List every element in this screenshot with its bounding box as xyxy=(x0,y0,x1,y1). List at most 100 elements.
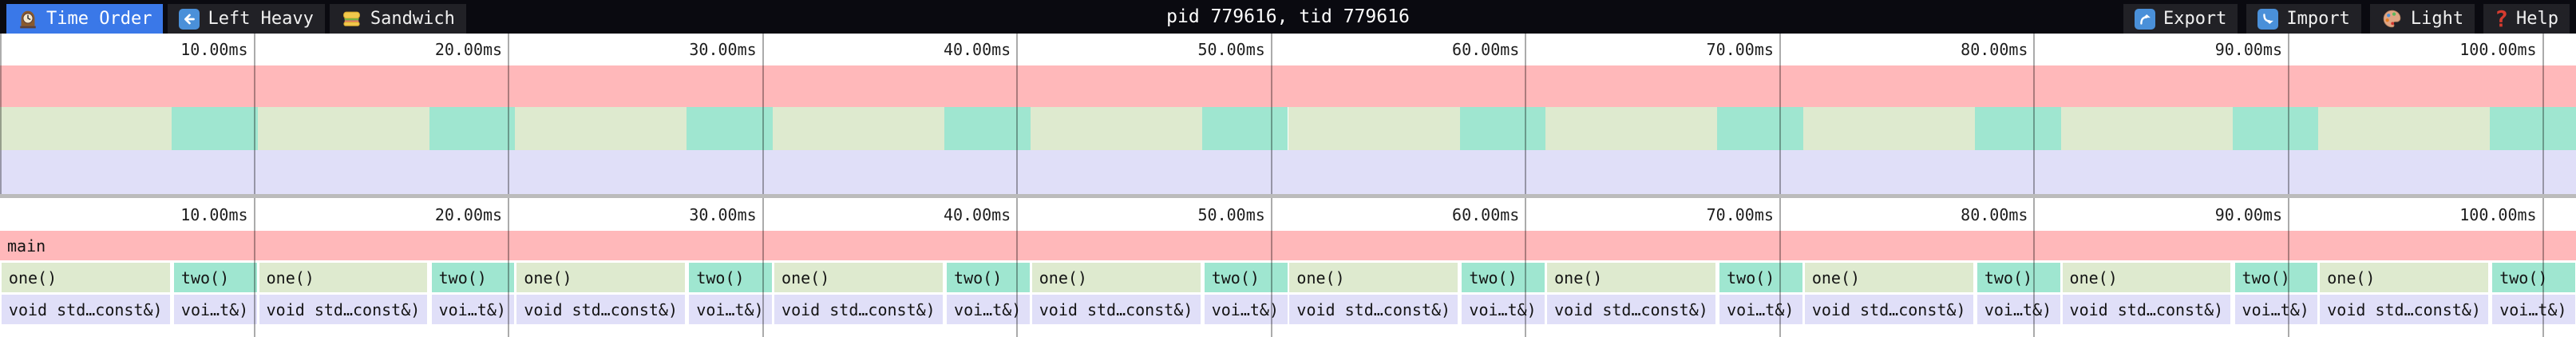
flame-frame-two[interactable]: two() xyxy=(1977,263,2060,292)
flame-frame-one-child[interactable]: void std…const&) xyxy=(1031,295,1201,324)
flame-frame-main[interactable]: main xyxy=(0,231,2576,260)
flame-frame-one[interactable]: one() xyxy=(774,263,943,292)
flame-frame-label: void std…const&) xyxy=(2069,299,2224,319)
import-icon xyxy=(2257,8,2279,30)
flame-frame-label: void std…const&) xyxy=(8,299,163,319)
toolbar-buttons: Export Import Light xyxy=(2123,4,2570,34)
minimap-frame-segment xyxy=(2060,107,2233,150)
help-button[interactable]: ? Help xyxy=(2483,4,2570,34)
flame-frame-two[interactable]: two() xyxy=(947,263,1030,292)
tab-time-order[interactable]: Time Order xyxy=(6,4,164,34)
flame-frame-one[interactable]: one() xyxy=(1804,263,1973,292)
tab-time-order-label: Time Order xyxy=(46,9,152,29)
flame-frame-label: voi…t&) xyxy=(438,299,506,319)
flame-frame-label: void std…const&) xyxy=(1296,299,1451,319)
flamechart-row-depth0: main xyxy=(0,231,2576,260)
flame-frame-one-child[interactable]: void std…const&) xyxy=(2062,295,2231,324)
flame-frame-one[interactable]: one() xyxy=(259,263,428,292)
tab-sandwich[interactable]: Sandwich xyxy=(329,4,466,34)
tab-sandwich-label: Sandwich xyxy=(370,9,455,29)
time-tick-label: 20.00ms xyxy=(434,204,503,224)
minimap-frame-segment xyxy=(1459,107,1546,150)
minimap-band-level3 xyxy=(0,150,2576,194)
minimap-frame-segment xyxy=(0,107,172,150)
flame-frame-two[interactable]: two() xyxy=(1204,263,1288,292)
time-tick-label: 60.00ms xyxy=(1452,204,1520,224)
flame-frame-two-child[interactable]: voi…t&) xyxy=(2234,295,2318,324)
minimap-frame-segment xyxy=(1288,107,1460,150)
flame-frame-label: void std…const&) xyxy=(266,299,421,319)
flame-frame-two-child[interactable]: voi…t&) xyxy=(2492,295,2576,324)
flame-frame-one[interactable]: one() xyxy=(1289,263,1458,292)
export-button[interactable]: Export xyxy=(2123,4,2238,34)
flame-frame-label: void std…const&) xyxy=(1554,299,1708,319)
flame-frame-two[interactable]: two() xyxy=(173,263,257,292)
flame-frame-label: voi…t&) xyxy=(1211,299,1280,319)
time-tick-label: 10.00ms xyxy=(180,204,248,224)
flame-frame-one[interactable]: one() xyxy=(1,263,170,292)
palette-icon xyxy=(2381,8,2403,30)
time-tick-label: 40.00ms xyxy=(943,40,1011,59)
flame-frame-two-child[interactable]: voi…t&) xyxy=(1204,295,1288,324)
minimap[interactable]: 10.00ms 20.00ms 30.00ms 40.00ms 50.00ms 60.00… xyxy=(0,34,2576,198)
flame-frame-two-child[interactable]: voi…t&) xyxy=(1719,295,1802,324)
flame-frame-one-child[interactable]: void std…const&) xyxy=(774,295,943,324)
time-tick-label: 10.00ms xyxy=(180,40,248,59)
flame-frame-label: void std…const&) xyxy=(2327,299,2481,319)
flame-frame-one-child[interactable]: void std…const&) xyxy=(2320,295,2489,324)
theme-toggle-button[interactable]: Light xyxy=(2369,4,2475,34)
minimap-frame-segment xyxy=(1717,107,1803,150)
flame-frame-one[interactable]: one() xyxy=(1031,263,1201,292)
import-button[interactable]: Import xyxy=(2246,4,2361,34)
flame-frame-label: void std…const&) xyxy=(782,299,936,319)
flame-frame-label: two() xyxy=(2499,268,2548,287)
flame-frame-one-child[interactable]: void std…const&) xyxy=(1,295,170,324)
flame-frame-two[interactable]: two() xyxy=(2234,263,2318,292)
flame-frame-one[interactable]: one() xyxy=(2062,263,2231,292)
flame-frame-two[interactable]: two() xyxy=(1462,263,1545,292)
flame-frame-one-child[interactable]: void std…const&) xyxy=(1289,295,1458,324)
flame-frame-two-child[interactable]: voi…t&) xyxy=(173,295,257,324)
minimap-frame-segment xyxy=(773,107,945,150)
flame-frame-two[interactable]: two() xyxy=(2492,263,2576,292)
minimap-frame-segment xyxy=(2232,107,2319,150)
flamechart-row-depth2: void std…const&) voi…t&) void std…const&) v… xyxy=(0,295,2576,324)
flame-frame-one-child[interactable]: void std…const&) xyxy=(1804,295,1973,324)
flame-frame-label: two() xyxy=(1469,268,1518,287)
flame-frame-one-child[interactable]: void std…const&) xyxy=(516,295,686,324)
flame-frame-label: one() xyxy=(2327,268,2376,287)
flame-frame-label: one() xyxy=(266,268,315,287)
flame-frame-two-child[interactable]: voi…t&) xyxy=(1462,295,1545,324)
flame-frame-one-child[interactable]: void std…const&) xyxy=(259,295,428,324)
time-tick-label: 40.00ms xyxy=(943,204,1011,224)
flame-frame-two-child[interactable]: voi…t&) xyxy=(947,295,1030,324)
flame-frame-one[interactable]: one() xyxy=(2320,263,2489,292)
flame-frame-two-child[interactable]: voi…t&) xyxy=(1977,295,2060,324)
flame-frame-label: two() xyxy=(954,268,1003,287)
flame-frame-two[interactable]: two() xyxy=(1719,263,1802,292)
time-tick-label: 70.00ms xyxy=(1706,40,1774,59)
flame-frame-two-child[interactable]: voi…t&) xyxy=(431,295,515,324)
flame-frame-label: one() xyxy=(8,268,57,287)
flame-frame-one-child[interactable]: void std…const&) xyxy=(1547,295,1715,324)
time-tick-label: 90.00ms xyxy=(2214,204,2283,224)
flame-frame-label: voi…t&) xyxy=(954,299,1022,319)
flame-frame-two-child[interactable]: voi…t&) xyxy=(689,295,773,324)
time-tick-label: 30.00ms xyxy=(689,40,757,59)
time-tick-label: 20.00ms xyxy=(434,40,503,59)
flame-frame-one[interactable]: one() xyxy=(516,263,686,292)
time-tick-label: 80.00ms xyxy=(1961,40,2028,59)
flame-frame-label: two() xyxy=(180,268,230,287)
toolbar: Time Order Left Heavy Sandwich pid 7 xyxy=(0,0,2576,34)
flame-frame-label: void std…const&) xyxy=(1811,299,1966,319)
time-tick-label: 100.00ms xyxy=(2459,204,2537,224)
flame-frame-label: two() xyxy=(1984,268,2033,287)
flame-frame-label: voi…t&) xyxy=(1727,299,1794,319)
flame-frame-label: void std…const&) xyxy=(524,299,678,319)
time-tick-label: 90.00ms xyxy=(2214,40,2283,59)
flame-frame-one[interactable]: one() xyxy=(1547,263,1715,292)
tab-left-heavy[interactable]: Left Heavy xyxy=(168,4,325,34)
flame-frame-two[interactable]: two() xyxy=(431,263,515,292)
flamechart[interactable]: 10.00ms 20.00ms 30.00ms 40.00ms 50.00ms 60.00… xyxy=(0,198,2576,337)
flame-frame-two[interactable]: two() xyxy=(689,263,773,292)
